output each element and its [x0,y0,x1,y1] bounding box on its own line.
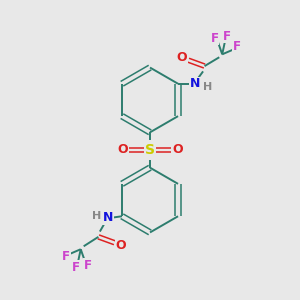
Text: H: H [203,82,212,92]
Text: F: F [211,32,219,45]
Text: F: F [84,259,92,272]
Text: O: O [177,51,187,64]
Text: O: O [172,143,183,157]
Text: F: F [233,40,241,53]
Text: O: O [117,143,128,157]
Text: F: F [62,250,70,263]
Text: S: S [145,143,155,157]
Text: N: N [103,211,113,224]
Text: F: F [223,30,231,43]
Text: O: O [116,239,126,252]
Text: N: N [190,77,200,90]
Text: H: H [92,211,101,221]
Text: F: F [72,261,80,274]
